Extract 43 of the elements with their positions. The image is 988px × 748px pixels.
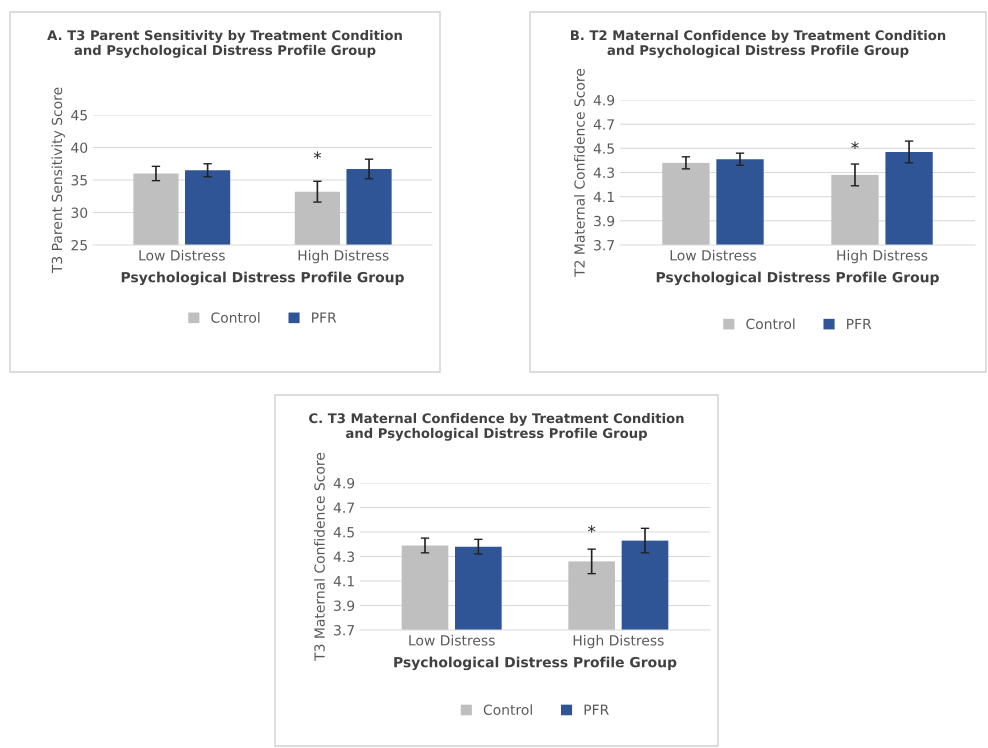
legend-label: PFR [847, 318, 872, 329]
legend-label: Control [746, 318, 794, 330]
legend-label: Control [211, 312, 260, 323]
chart-title: B. T2 Maternal Confidence by Treatment Condition and Psychological Distress Profile Group [570, 30, 946, 58]
y-tick-label: 3.7 [334, 624, 354, 636]
chart-title: C. T3 Maternal Confidence by Treatment Condition and Psychological Distress Profile Group [309, 413, 684, 441]
annotation: * [851, 142, 859, 150]
y-tick-label: 4.5 [334, 527, 354, 538]
y-tick-label: 45 [71, 110, 87, 120]
y-axis-title: T3 Maternal Confidence Score [314, 452, 325, 661]
x-tick-label: Low Distress [409, 634, 495, 646]
y-tick-label: 4.3 [594, 167, 614, 178]
y-tick-label: 4.5 [594, 143, 614, 154]
legend-label: PFR [312, 312, 336, 323]
legend-label: PFR [584, 704, 609, 715]
legend-label: Control [484, 704, 532, 715]
y-tick-label: 25 [71, 240, 87, 250]
y-tick-label: 35 [72, 174, 87, 186]
x-axis-title: Psychological Distress Profile Group [656, 272, 939, 286]
y-tick-label: 4.7 [334, 502, 354, 513]
x-tick-label: Low Distress [670, 250, 756, 261]
x-axis-title: Psychological Distress Profile Group [394, 656, 676, 670]
annotation: * [314, 151, 322, 160]
chart-title: A. T3 Parent Sensitivity by Treatment Condition and Psychological Distress Profile Group [47, 30, 402, 58]
y-tick-label: 4.9 [334, 478, 354, 488]
y-tick-label: 3.9 [594, 216, 614, 226]
x-tick-label: Low Distress [139, 250, 225, 261]
y-tick-label: 4.7 [594, 119, 614, 130]
y-tick-label: 3.7 [594, 240, 614, 250]
y-tick-label: 4.9 [594, 94, 614, 106]
y-tick-label: 4.1 [594, 192, 614, 202]
y-axis-title: T3 Parent Sensitivity Score [51, 88, 65, 274]
y-tick-label: 3.9 [334, 600, 354, 611]
x-tick-label: High Distress [298, 250, 389, 264]
y-axis-title: T2 Maternal Confidence Score [574, 68, 585, 277]
y-tick-label: 4.1 [334, 576, 354, 586]
x-axis-title: Psychological Distress Profile Group [122, 272, 404, 286]
x-tick-label: High Distress [837, 250, 928, 264]
y-tick-label: 40 [71, 142, 88, 153]
y-tick-label: 4.3 [334, 551, 354, 562]
x-tick-label: High Distress [574, 634, 664, 648]
annotation: * [588, 525, 596, 533]
y-tick-label: 30 [72, 207, 88, 218]
